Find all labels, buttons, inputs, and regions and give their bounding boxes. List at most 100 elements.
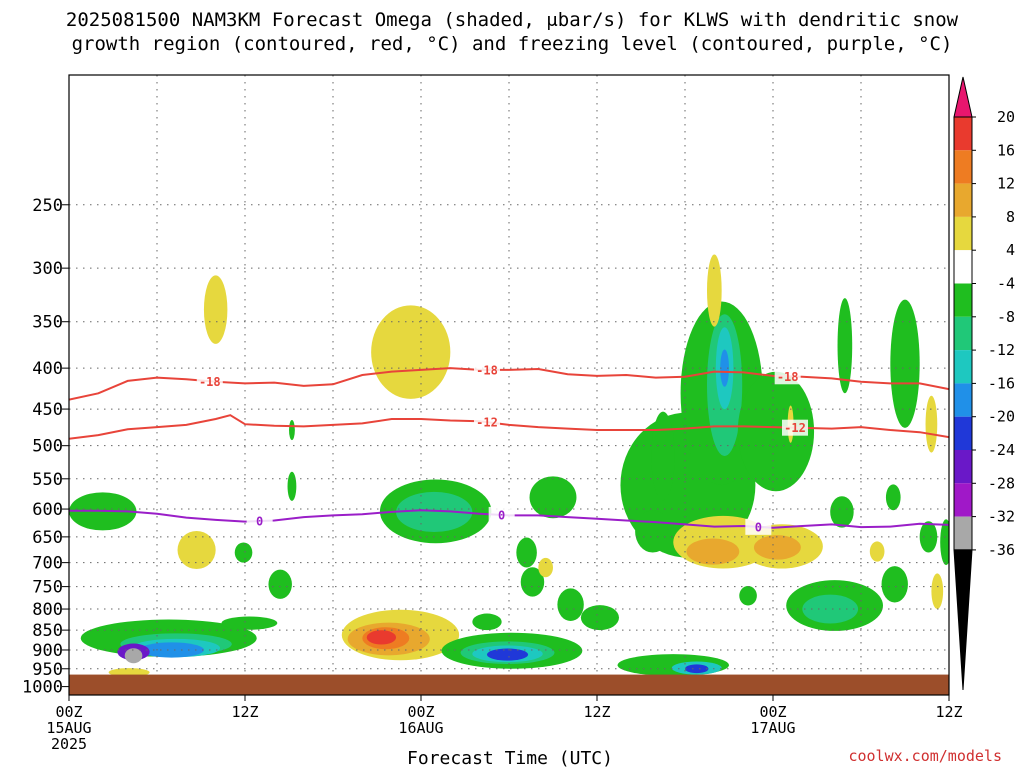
- colorbar-segment: [954, 383, 972, 417]
- colorbar-segment: [954, 117, 972, 151]
- colorbar-label: -24: [988, 441, 1015, 459]
- omega-region: [371, 305, 451, 399]
- omega-region: [830, 496, 854, 528]
- omega-region: [707, 254, 722, 327]
- omega-region: [802, 594, 859, 624]
- x-tick-label: 00Z: [407, 703, 434, 721]
- contour-label: -12: [476, 416, 498, 430]
- pressure-axis: 250 300 350 400 450 500 550 600 650 700 7508008509…: [22, 196, 69, 698]
- contour-label-bg: [474, 414, 500, 431]
- colorbar-label: -16: [988, 374, 1015, 392]
- omega-region: [925, 395, 938, 453]
- colorbar-frame: [953, 116, 973, 551]
- x-tick-label: 16AUG: [398, 719, 443, 737]
- colorbar-segment: [954, 216, 972, 251]
- x-tick-label: 00Z: [55, 703, 82, 721]
- colorbar-label: 12: [997, 175, 1015, 193]
- omega-region: [139, 642, 204, 658]
- colorbar-label: -8: [997, 308, 1015, 326]
- omega-region: [720, 349, 729, 387]
- x-tick-label: 00Z: [759, 703, 786, 721]
- colorbar-segment: [954, 450, 972, 484]
- y-tick-label: 850: [32, 621, 63, 641]
- temperature-contours: -18 -18 -18 -12 -12 0 0 0: [69, 361, 949, 535]
- colorbar-segment: [954, 250, 972, 284]
- credit-text: coolwx.com/models: [848, 747, 1002, 765]
- title-line-1: 2025081500 NAM3KM Forecast Omega (shaded…: [66, 9, 959, 31]
- colorbar-label: -32: [988, 508, 1015, 526]
- contour-label-bg: [782, 419, 808, 436]
- omega-region: [580, 605, 619, 631]
- colorbar-label: -12: [988, 341, 1015, 359]
- omega-region: [737, 371, 815, 492]
- colorbar-label: 4: [1006, 241, 1015, 259]
- x-tick-label: 12Z: [935, 703, 962, 721]
- omega-region: [396, 491, 473, 533]
- contour-label-bg: [196, 373, 223, 390]
- y-tick-label: 700: [32, 554, 63, 574]
- y-tick-label: 250: [32, 196, 63, 216]
- colorbar-segment: [954, 150, 972, 184]
- contour-label: -18: [199, 375, 221, 389]
- colorbar-label: 16: [997, 141, 1015, 159]
- contour-label: -18: [476, 363, 498, 377]
- y-tick-label: 900: [32, 641, 63, 661]
- y-tick-label: 450: [32, 400, 63, 420]
- y-tick-label: 750: [32, 578, 63, 598]
- omega-region: [203, 275, 228, 344]
- x-tick-label: 2025: [51, 735, 87, 753]
- contour-label: 0: [498, 508, 505, 522]
- omega-region: [366, 630, 397, 645]
- colorbar-bottom-arrow: [953, 549, 973, 691]
- omega-region: [635, 510, 671, 553]
- colorbar-segment: [954, 416, 972, 450]
- omega-region: [177, 530, 216, 570]
- omega-region: [538, 557, 554, 578]
- contour-label-bg: [474, 361, 500, 378]
- y-tick-label: 350: [32, 313, 63, 333]
- omega-region: [108, 668, 150, 677]
- colorbar-top-arrow: [953, 76, 973, 118]
- x-tick-label: 15AUG: [46, 719, 91, 737]
- omega-region: [931, 573, 944, 610]
- contour-label-bg: [774, 368, 801, 385]
- omega-region: [940, 519, 949, 566]
- terrain-fill: [69, 674, 949, 695]
- omega-region: [753, 535, 801, 560]
- contour-label: -18: [777, 370, 799, 384]
- omega-region: [557, 588, 584, 621]
- x-tick-label: 12Z: [583, 703, 610, 721]
- y-tick-label: 400: [32, 359, 63, 379]
- colorbar-segment: [954, 516, 972, 550]
- omega-region: [472, 613, 502, 631]
- omega-region: [268, 569, 292, 599]
- contour-label: 0: [256, 515, 263, 529]
- colorbar-segment: [954, 483, 972, 517]
- colorbar-label: -36: [988, 541, 1015, 559]
- omega-region: [516, 537, 537, 568]
- omega-region: [739, 585, 757, 606]
- omega-region: [686, 538, 740, 565]
- y-tick-label: 300: [32, 259, 63, 279]
- colorbar-segment: [954, 283, 972, 317]
- colorbar-segment: [954, 183, 972, 217]
- y-tick-label: 650: [32, 528, 63, 548]
- omega-region: [837, 298, 853, 394]
- y-tick-label: 550: [32, 470, 63, 490]
- y-tick-label: 800: [32, 600, 63, 620]
- y-tick-label: 1000: [22, 678, 63, 698]
- omega-region: [919, 521, 938, 553]
- omega-region: [221, 616, 278, 630]
- omega-region: [869, 541, 885, 562]
- omega-region: [487, 648, 529, 661]
- colorbar-label: 8: [1006, 208, 1015, 226]
- contour-label-bg: [246, 513, 273, 530]
- y-tick-label: 500: [32, 437, 63, 457]
- contour-label-bg: [745, 518, 772, 535]
- omega-colorbar: 20 16 12 8 4 -4 -8 -12 -16 -20 -24 -28 -32 -36: [953, 76, 1015, 691]
- omega-region: [651, 411, 675, 501]
- y-tick-label: 600: [32, 500, 63, 520]
- omega-region: [685, 664, 709, 674]
